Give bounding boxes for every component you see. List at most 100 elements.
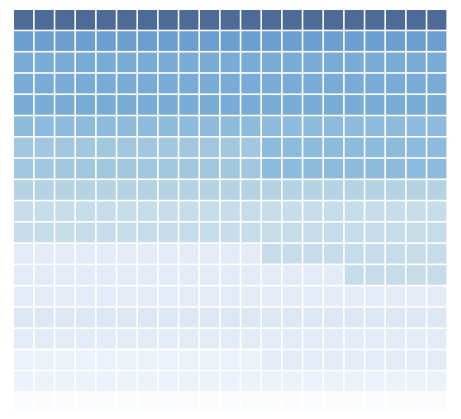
heatmap-cell (365, 180, 385, 200)
heatmap-cell (282, 392, 302, 413)
heatmap-cell (365, 10, 385, 30)
heatmap-cell (303, 201, 323, 222)
heatmap-cell (241, 243, 261, 264)
heatmap-cell (386, 95, 406, 115)
heatmap-cell (96, 10, 116, 30)
heatmap-cell (220, 73, 240, 94)
heatmap-cell (303, 73, 323, 94)
heatmap-cell (220, 201, 240, 222)
heatmap-cell (200, 73, 220, 94)
heatmap-cell (200, 201, 220, 222)
heatmap-cell (158, 371, 178, 392)
heatmap-cell (55, 392, 75, 413)
heatmap-cell (344, 350, 364, 370)
heatmap-cell (55, 158, 75, 179)
heatmap-cell (386, 243, 406, 264)
heatmap-cell (34, 222, 54, 243)
heatmap-cell (406, 31, 426, 51)
heatmap-cell (262, 222, 282, 243)
heatmap-cell (55, 31, 75, 51)
heatmap-cell (14, 222, 34, 243)
heatmap-cell (344, 52, 364, 73)
heatmap-cell (158, 31, 178, 51)
heatmap-cell (96, 158, 116, 179)
heatmap-cell (117, 350, 137, 370)
heatmap-cell (406, 350, 426, 370)
heatmap-cell (14, 307, 34, 328)
heatmap-cell (117, 95, 137, 115)
heatmap-cell (324, 95, 344, 115)
heatmap-cell (386, 73, 406, 94)
heatmap-cell (179, 371, 199, 392)
heatmap-cell (14, 52, 34, 73)
heatmap-cell (76, 95, 96, 115)
heatmap-cell (386, 180, 406, 200)
heatmap-cell (34, 180, 54, 200)
heatmap-cell (179, 95, 199, 115)
heatmap-cell (179, 201, 199, 222)
heatmap-cell (200, 286, 220, 307)
heatmap-cell (386, 201, 406, 222)
heatmap-cell (96, 307, 116, 328)
heatmap-cell (34, 73, 54, 94)
heatmap-cell (117, 31, 137, 51)
heatmap-cell (76, 116, 96, 136)
heatmap-cell (14, 392, 34, 413)
heatmap-cell (427, 31, 447, 51)
heatmap-cell (76, 31, 96, 51)
heatmap-cell (138, 201, 158, 222)
heatmap-cell (96, 52, 116, 73)
heatmap-cell (365, 31, 385, 51)
heatmap-cell (344, 95, 364, 115)
heatmap-cell (406, 392, 426, 413)
heatmap-cell (138, 95, 158, 115)
heatmap-cell (406, 52, 426, 73)
heatmap-cell (303, 52, 323, 73)
heatmap-cell (303, 243, 323, 264)
heatmap-cell (34, 116, 54, 136)
heatmap-cell (179, 180, 199, 200)
heatmap-cell (386, 52, 406, 73)
heatmap-cell (76, 10, 96, 30)
heatmap-cell (427, 180, 447, 200)
heatmap-cell (14, 201, 34, 222)
heatmap-cell (76, 222, 96, 243)
heatmap-cell (303, 10, 323, 30)
heatmap-cell (220, 286, 240, 307)
heatmap-cell (200, 328, 220, 349)
heatmap-cell (14, 73, 34, 94)
heatmap-cell (406, 116, 426, 136)
heatmap-cell (241, 73, 261, 94)
heatmap-cell (158, 350, 178, 370)
heatmap-cell (76, 286, 96, 307)
heatmap-cell (241, 116, 261, 136)
heatmap-cell (76, 328, 96, 349)
heatmap-cell (117, 243, 137, 264)
heatmap-cell (303, 286, 323, 307)
heatmap-cell (117, 201, 137, 222)
heatmap-cell (138, 52, 158, 73)
heatmap-cell (55, 10, 75, 30)
heatmap-cell (220, 52, 240, 73)
heatmap-cell (282, 31, 302, 51)
heatmap-cell (282, 328, 302, 349)
heatmap-cell (241, 158, 261, 179)
heatmap-cell (427, 201, 447, 222)
heatmap-cell (14, 10, 34, 30)
heatmap-cell (365, 201, 385, 222)
heatmap-cell (200, 116, 220, 136)
heatmap-cell (117, 371, 137, 392)
heatmap-cell (324, 392, 344, 413)
heatmap-cell (158, 265, 178, 285)
heatmap-cell (96, 243, 116, 264)
heatmap-cell (179, 158, 199, 179)
heatmap-cell (158, 307, 178, 328)
heatmap-cell (282, 222, 302, 243)
heatmap-cell (34, 371, 54, 392)
heatmap-cell (220, 116, 240, 136)
heatmap-cell (138, 265, 158, 285)
heatmap-cell (427, 158, 447, 179)
heatmap-cell (282, 52, 302, 73)
heatmap-cell (138, 222, 158, 243)
heatmap-cell (34, 158, 54, 179)
